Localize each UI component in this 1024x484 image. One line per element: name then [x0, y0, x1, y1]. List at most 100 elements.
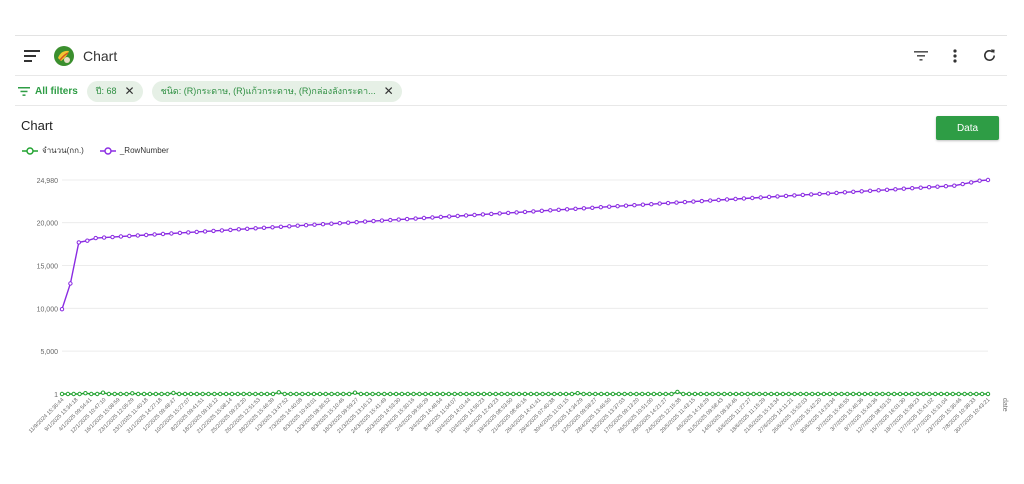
data-point	[388, 391, 393, 397]
legend-marker-icon	[22, 146, 38, 155]
data-point	[352, 390, 358, 395]
data-point	[892, 391, 897, 397]
data-point	[505, 391, 510, 397]
data-point	[893, 187, 898, 192]
data-point	[575, 391, 580, 396]
data-point	[691, 199, 696, 204]
data-point	[821, 391, 827, 397]
data-point	[211, 228, 216, 234]
data-point	[516, 391, 522, 397]
y-tick-label: 1	[54, 392, 58, 399]
data-point	[294, 391, 299, 397]
data-point	[733, 391, 739, 397]
data-point	[341, 391, 346, 397]
data-point	[358, 391, 364, 397]
y-tick-label: 24,980	[37, 178, 59, 185]
menu-icon	[24, 49, 40, 62]
data-point	[59, 391, 65, 397]
data-point	[458, 391, 463, 397]
data-point	[160, 231, 166, 237]
data-point	[423, 391, 428, 397]
data-point	[590, 205, 595, 210]
data-point	[985, 391, 991, 397]
data-point	[303, 222, 309, 228]
data-point	[727, 391, 733, 397]
data-point	[763, 391, 768, 397]
data-point	[962, 391, 967, 397]
data-point	[85, 238, 90, 243]
data-point	[657, 201, 662, 206]
data-button[interactable]: Data	[936, 116, 999, 140]
data-point	[665, 200, 671, 206]
data-point	[411, 391, 416, 397]
data-point	[329, 391, 334, 397]
filter-button[interactable]	[907, 42, 935, 70]
data-point	[985, 177, 991, 183]
data-point	[188, 391, 194, 397]
data-point	[124, 391, 129, 397]
more-options-button[interactable]	[941, 42, 969, 70]
data-point	[944, 391, 950, 397]
data-point	[534, 391, 539, 397]
data-point	[429, 391, 434, 397]
data-point	[716, 197, 721, 203]
data-point	[867, 188, 873, 193]
data-point	[927, 391, 932, 397]
data-point	[202, 229, 208, 234]
data-point	[370, 391, 375, 397]
data-point	[563, 391, 569, 397]
data-point	[598, 205, 603, 210]
data-point	[845, 391, 850, 397]
data-point	[645, 391, 651, 397]
menu-button[interactable]	[17, 41, 47, 71]
legend-item-quantity[interactable]: จำนวน(กก.)	[22, 144, 84, 157]
data-point	[699, 198, 704, 204]
data-point	[153, 391, 159, 397]
data-point	[76, 240, 82, 245]
data-point	[834, 190, 839, 196]
data-point	[278, 224, 284, 230]
data-point	[177, 391, 182, 397]
data-point	[68, 281, 73, 286]
refresh-button[interactable]	[975, 42, 1003, 70]
data-point	[733, 196, 738, 202]
data-point	[935, 184, 940, 189]
data-point	[669, 391, 674, 397]
data-point	[440, 391, 446, 397]
data-point	[874, 391, 879, 397]
data-point	[682, 199, 688, 205]
app-logo-icon	[54, 45, 74, 66]
data-point	[364, 391, 369, 397]
data-point	[876, 188, 881, 193]
data-point	[270, 225, 275, 230]
data-point	[952, 183, 957, 188]
legend-item-rownumber[interactable]: _RowNumber	[99, 144, 169, 157]
filter-chip-type[interactable]: ชนิด: (R)กระดาษ, (R)แก้วกระดาษ, (R)กล่อง…	[151, 80, 402, 102]
y-tick-label: 15,000	[37, 264, 59, 271]
close-icon[interactable]: ✕	[124, 84, 135, 98]
close-icon[interactable]: ✕	[383, 84, 394, 98]
data-point	[969, 180, 974, 185]
data-point	[396, 217, 401, 222]
data-point	[979, 391, 985, 397]
all-filters-button[interactable]: All filters	[18, 86, 78, 97]
data-point	[110, 234, 115, 240]
data-point	[463, 213, 469, 218]
data-point	[159, 391, 164, 397]
data-point	[228, 227, 233, 233]
data-point	[447, 214, 452, 219]
data-point	[933, 391, 938, 397]
data-point	[938, 391, 944, 397]
data-point	[960, 181, 965, 187]
data-point	[186, 230, 191, 235]
data-point	[522, 391, 528, 397]
filter-chip-year[interactable]: ปี: 68 ✕	[86, 80, 143, 102]
data-point	[708, 198, 713, 203]
data-point	[750, 195, 755, 201]
data-point	[751, 391, 756, 397]
data-point	[968, 391, 973, 397]
data-point	[300, 391, 305, 397]
data-point	[649, 202, 654, 207]
data-point	[581, 206, 587, 211]
data-point	[434, 391, 440, 397]
